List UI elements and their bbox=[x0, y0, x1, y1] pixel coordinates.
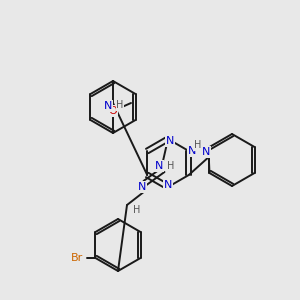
Text: N: N bbox=[155, 161, 163, 171]
Text: N: N bbox=[202, 147, 210, 157]
Text: H: H bbox=[194, 140, 202, 150]
Text: H: H bbox=[133, 205, 141, 215]
Text: Br: Br bbox=[71, 253, 84, 263]
Text: N: N bbox=[188, 146, 196, 156]
Text: H: H bbox=[167, 161, 175, 171]
Text: N: N bbox=[164, 180, 172, 190]
Text: H: H bbox=[116, 100, 124, 110]
Text: N: N bbox=[166, 136, 174, 146]
Text: N: N bbox=[104, 101, 112, 111]
Text: O: O bbox=[109, 106, 117, 116]
Text: N: N bbox=[138, 182, 146, 192]
